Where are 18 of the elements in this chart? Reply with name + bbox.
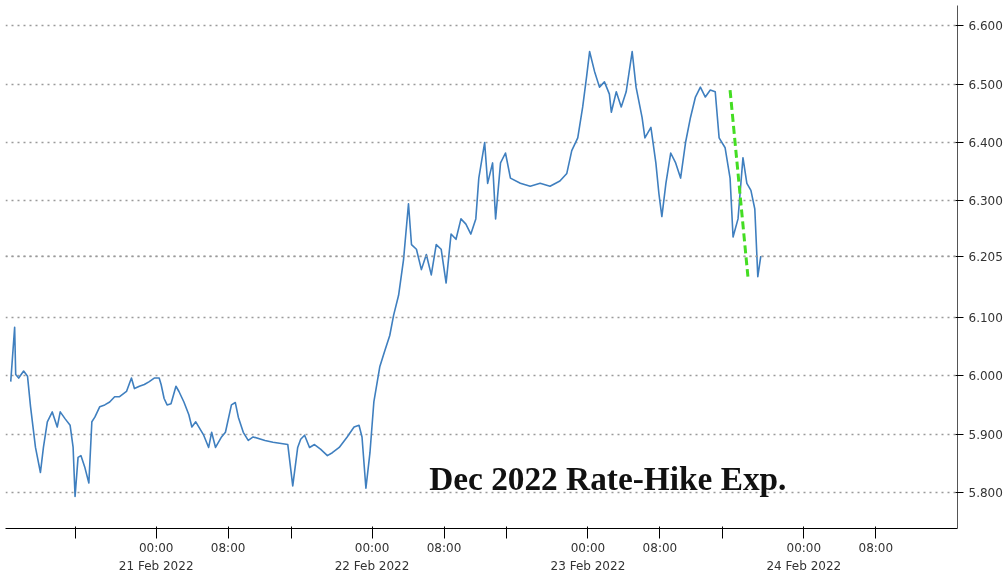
x-tick-label: 08:00	[642, 540, 678, 555]
y-tick-label: 6.300	[968, 194, 1003, 209]
y-tick-label: 6.100	[968, 310, 1003, 325]
ref-line-label: 6.205	[968, 249, 1003, 264]
x-tick-label: 00:00 24 Feb 2022	[766, 540, 842, 573]
y-tick-label: 6.000	[968, 369, 1003, 384]
y-tick-label: 6.600	[968, 19, 1003, 34]
x-tick-label: 08:00	[426, 540, 462, 555]
y-tick-label: 6.400	[968, 136, 1003, 151]
annotation: Dec 2022 Rate-Hike Exp.	[429, 460, 787, 498]
x-tick-label: 00:00 23 Feb 2022	[550, 540, 626, 573]
y-tick-label: 5.900	[968, 427, 1003, 442]
x-tick-label: 00:00 22 Feb 2022	[334, 540, 410, 573]
x-tick-label: 08:00	[858, 540, 894, 555]
x-tick-label: 00:00 21 Feb 2022	[118, 540, 194, 573]
y-tick-label: 5.800	[968, 485, 1003, 500]
y-tick-label: 6.500	[968, 77, 1003, 92]
x-tick-label: 08:00	[210, 540, 246, 555]
